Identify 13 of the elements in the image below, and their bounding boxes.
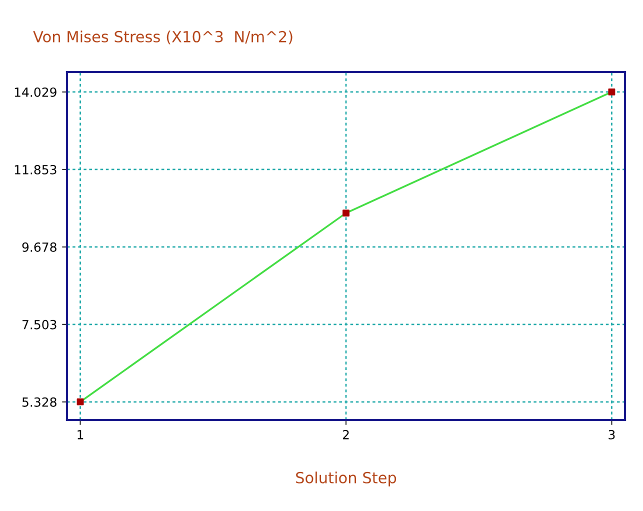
y-tick-label: 9.678 — [22, 242, 56, 252]
x-axis-title: Solution Step — [296, 472, 396, 486]
point — [342, 210, 350, 217]
chart-title: Von Mises Stress (X10^3 N/m^2) — [33, 30, 292, 44]
x-tick-label: 2 — [342, 430, 349, 440]
y-tick-label: 14.029 — [14, 87, 56, 97]
x-tick-label: 3 — [608, 430, 615, 440]
point — [76, 398, 84, 406]
y-tick-label: 5.328 — [22, 397, 56, 407]
y-tick-label: 7.503 — [22, 320, 56, 330]
point — [608, 88, 616, 96]
y-tick-label: 11.853 — [14, 164, 56, 174]
x-tick-label: 1 — [78, 430, 84, 440]
